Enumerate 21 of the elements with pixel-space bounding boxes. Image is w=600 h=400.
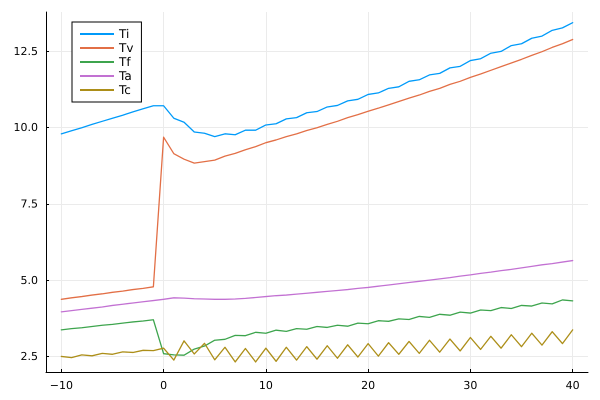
x-tick-label: −10 [50, 379, 73, 392]
x-tick-label: 20 [361, 379, 376, 392]
legend-label: Tc [118, 83, 131, 97]
y-tick-label: 12.5 [14, 44, 38, 58]
y-tick-label: 7.5 [20, 198, 38, 211]
y-tick-label: 2.5 [20, 350, 38, 364]
x-tick-label: 30 [463, 379, 478, 392]
line-series [60, 22, 574, 138]
legend-label: Ta [118, 69, 132, 83]
x-tick-label: 10 [258, 379, 273, 392]
legend-label: Tv [118, 41, 134, 55]
line-series [60, 260, 574, 312]
y-tick-label: 10.0 [14, 121, 38, 134]
x-tick-label: 40 [566, 379, 580, 392]
legend-label: Tf [118, 55, 132, 69]
y-tick-label: 5.0 [20, 274, 38, 287]
legend-label: Ti [118, 27, 130, 41]
x-tick-label: 0 [160, 379, 168, 392]
line-series [60, 329, 574, 363]
line-series [60, 299, 574, 356]
line-series [60, 38, 574, 300]
